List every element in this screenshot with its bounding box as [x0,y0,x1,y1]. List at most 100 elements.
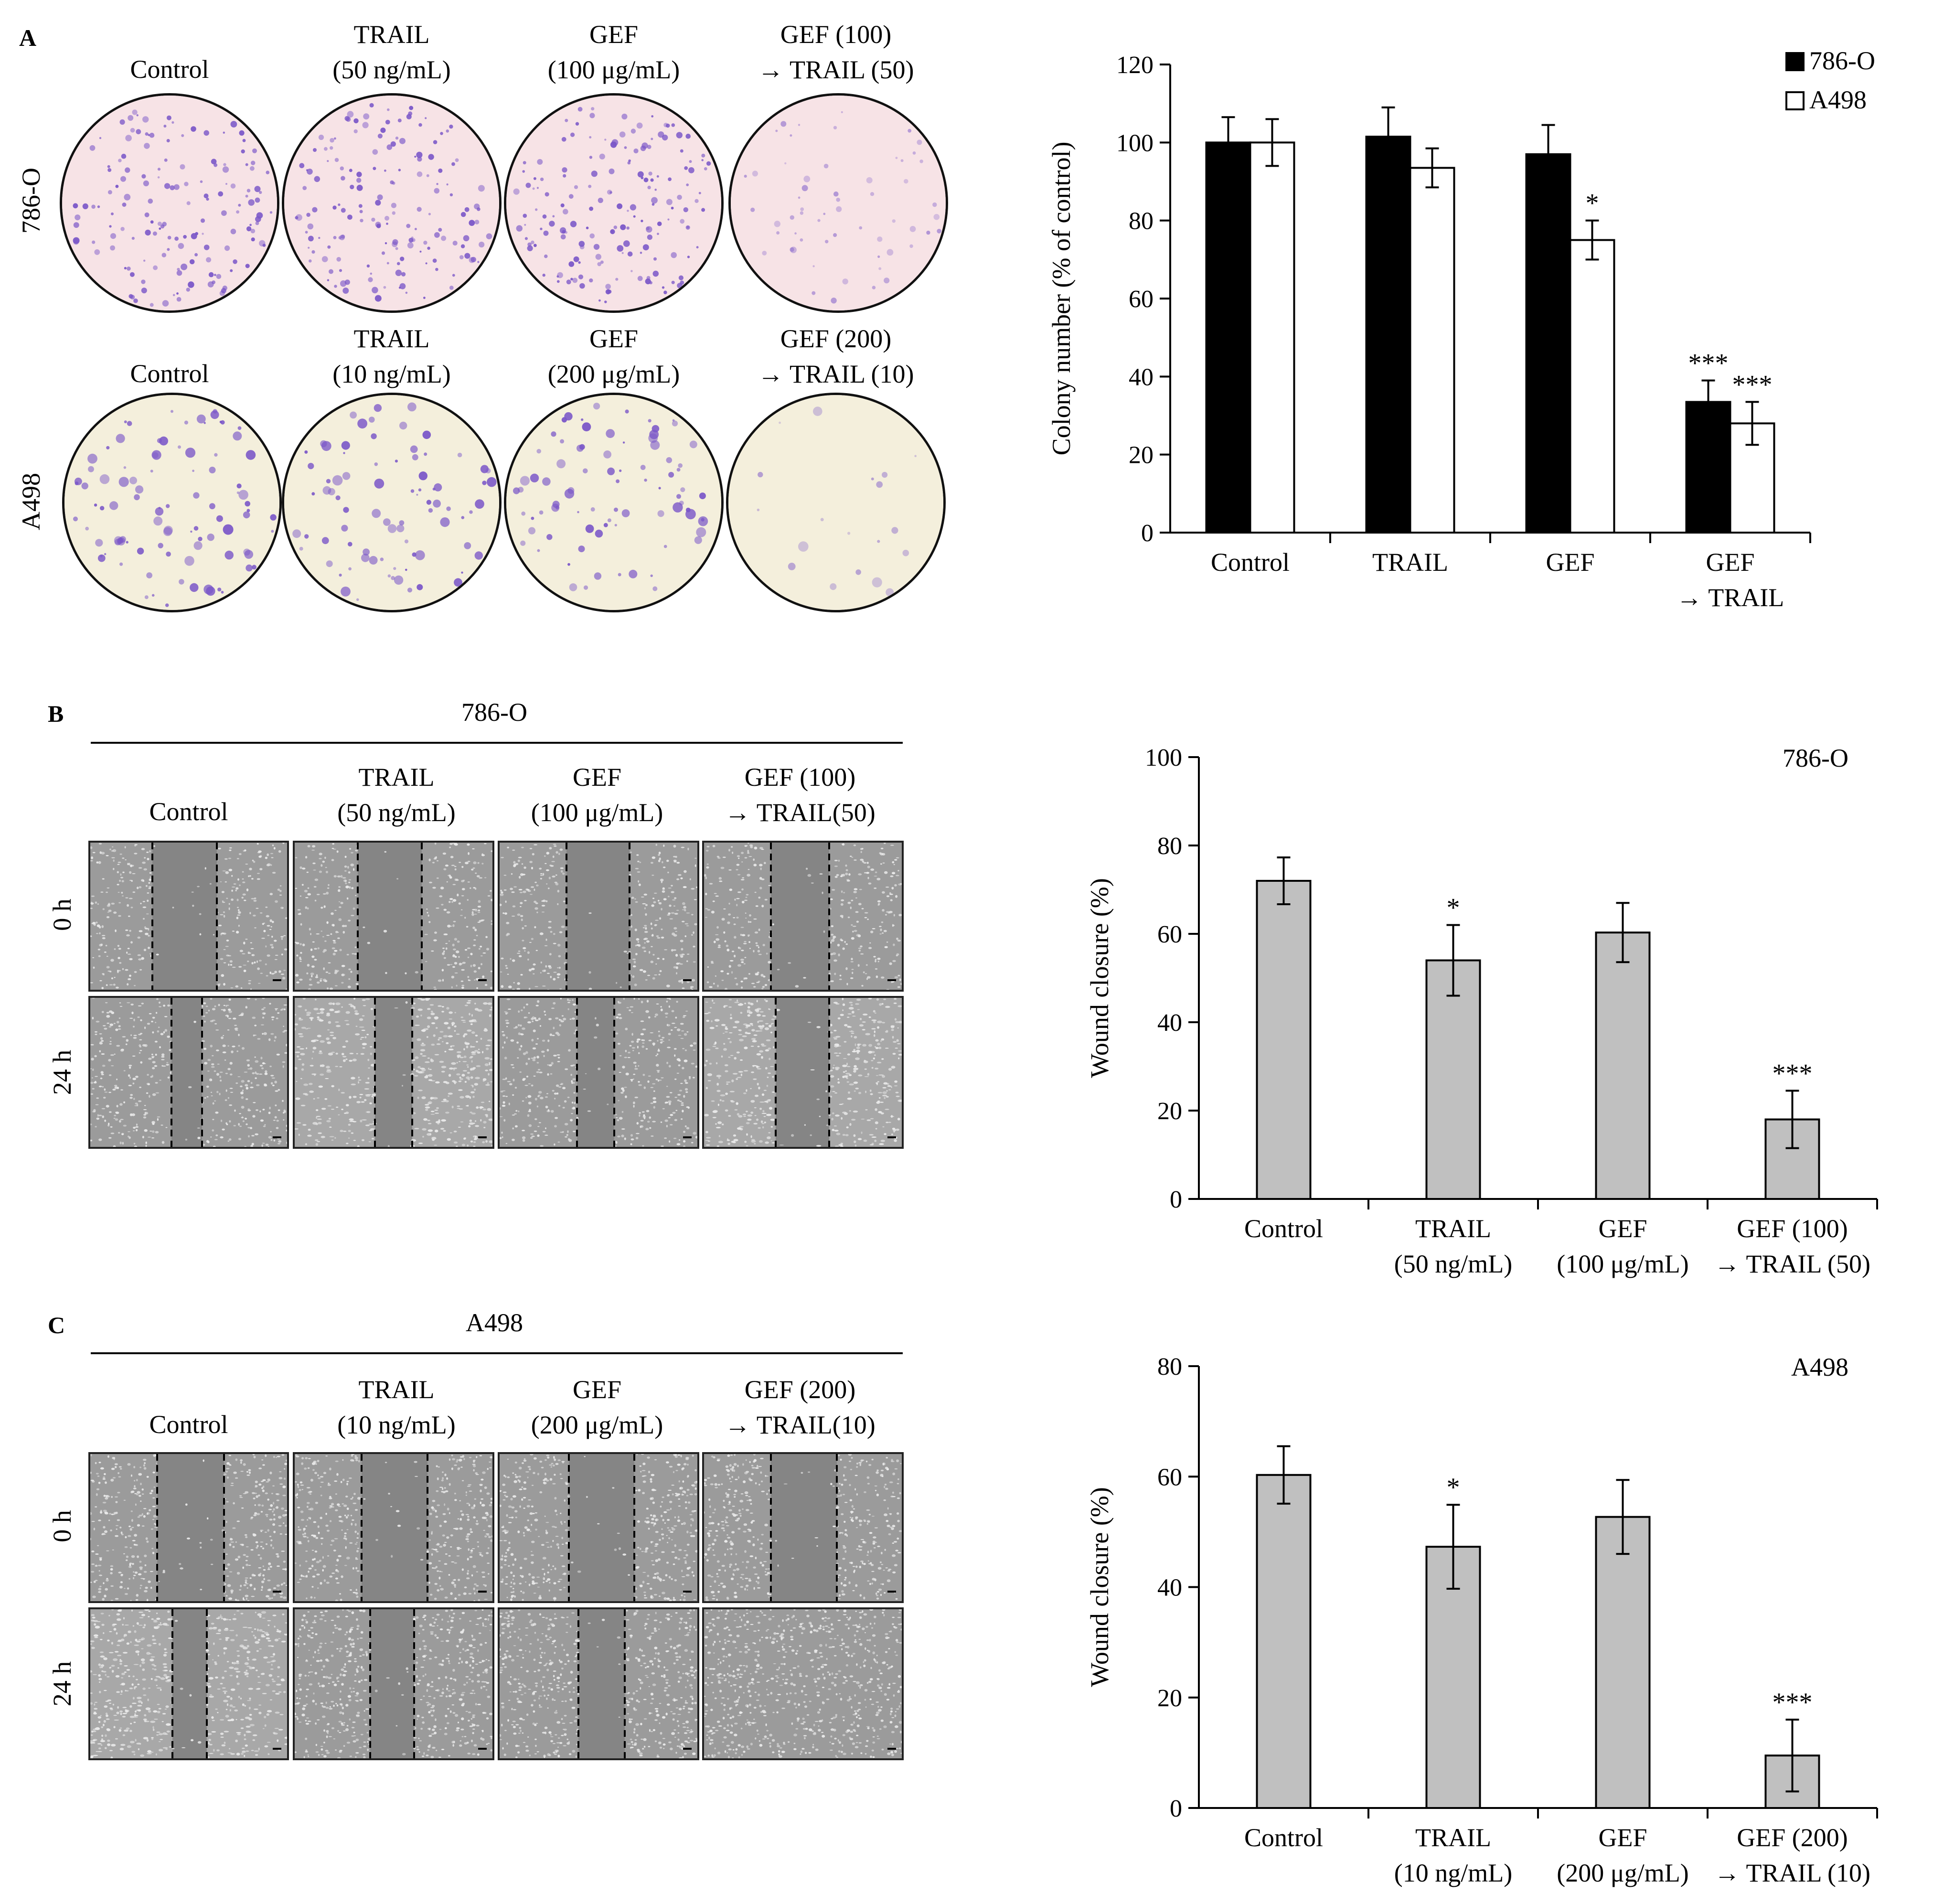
significance-marker: * [1447,1473,1460,1502]
a-row2-header-2: TRAIL (10 ng/mL) [332,324,451,388]
x-category-label: Control [1211,548,1290,577]
x-category-label: → TRAIL (50) [1714,1250,1870,1278]
colony-dish-a498-control [62,393,282,612]
a-row1-header-3: GEF (100 μg/mL) [547,20,680,84]
x-category-label: TRAIL [1415,1823,1491,1852]
bar [1256,880,1312,1200]
a-row2-header-4: GEF (200) → TRAIL (10) [758,324,914,388]
c-header-4: GEF (200) → TRAIL(10) [725,1375,876,1439]
y-tick-label: 60 [1157,921,1182,948]
bar [1249,141,1295,534]
bar [1205,141,1251,534]
wound-786o-gef-trail-24h [702,996,904,1149]
significance-marker: *** [1773,1688,1813,1717]
b-header-2: TRAIL (50 ng/mL) [337,763,456,827]
x-category-label: GEF [1598,1214,1647,1243]
y-tick-label: 100 [1116,129,1153,157]
y-tick-label: 20 [1129,442,1153,469]
wound-786o-control-24h [88,996,289,1149]
y-tick-label: 40 [1129,364,1153,391]
colony-number-chart: 0 20 40 60 80 100 120 Colony number (% of contr… [1047,48,1875,612]
wound-786o-trail-0h [293,841,494,992]
y-axis-label: Wound closure (%) [1085,1487,1114,1687]
y-axis-label: Colony number (% of control) [1047,142,1076,456]
bar [1595,1516,1651,1809]
x-category-label: GEF [1598,1823,1647,1852]
chart-annotation: A498 [1791,1353,1848,1381]
significance-marker: *** [1732,370,1773,399]
wound-a498-trail-0h [293,1452,494,1603]
x-category-label: GEF [1546,548,1594,577]
wound-786o-gef-0h [498,841,699,992]
bar [1569,239,1615,534]
bar [1256,1474,1312,1809]
a-row1-header-4: GEF (100) → TRAIL (50) [758,20,914,84]
y-tick-label: 40 [1157,1009,1182,1037]
a-row2-header-3: GEF (200 μg/mL) [547,324,680,388]
c-header-1: Control [149,1410,228,1439]
y-tick-label: 0 [1141,520,1153,547]
x-category-label: GEF (200) [1737,1823,1848,1852]
wound-786o-control-0h [88,841,289,992]
x-category-label: (50 ng/mL) [1394,1250,1512,1278]
y-tick-label: 0 [1170,1795,1182,1822]
y-tick-label: 20 [1157,1098,1182,1125]
c-cell-line-header: A498 [466,1308,523,1337]
bar [1595,931,1651,1200]
colony-dish-786o-gef-trail [728,93,948,313]
y-tick-label: 0 [1170,1186,1182,1213]
a-row-label-a498: A498 [17,473,45,530]
wound-a498-gef-0h [498,1452,699,1603]
colony-dish-a498-gef [504,393,724,612]
x-category-label: → TRAIL (10) [1714,1859,1870,1887]
y-tick-label: 80 [1157,833,1182,860]
c-header-2: TRAIL (10 ng/mL) [337,1375,456,1439]
wound-a498-control-24h [88,1607,289,1760]
b-header-3: GEF (100 μg/mL) [531,763,663,827]
bar [1409,167,1455,534]
wound-786o-gef-trail-0h [702,841,904,992]
b-header-4: GEF (100) → TRAIL(50) [725,763,876,827]
y-tick-label: 20 [1157,1685,1182,1712]
y-tick-label: 40 [1157,1574,1182,1602]
b-header-1: Control [149,797,228,826]
colony-dish-786o-gef [504,93,724,313]
panel-a-letter: A [19,24,37,51]
x-category-label: (200 μg/mL) [1557,1859,1688,1887]
wound-786o-gef-24h [498,996,699,1149]
wound-a498-control-0h [88,1452,289,1603]
legend-label: A498 [1809,86,1867,114]
a-row-label-786o: 786-O [17,168,45,234]
x-category-label: Control [1244,1823,1323,1852]
c-row-label-24h: 24 h [48,1661,76,1707]
colony-dish-a498-trail [282,393,502,612]
colony-dish-786o-control [60,93,279,313]
bar [1525,153,1571,534]
colony-dish-a498-gef-trail [726,393,946,612]
a-row2-header-1: Control [130,359,209,388]
x-category-label: TRAIL [1372,548,1448,577]
y-axis-label: Wound closure (%) [1085,878,1114,1078]
y-tick-label: 100 [1145,744,1182,771]
legend-swatch [1785,91,1805,110]
panel-b-letter: B [48,700,64,727]
c-row-label-0h: 0 h [48,1510,76,1542]
a-row1-header-2: TRAIL (50 ng/mL) [332,20,451,84]
wound-786o-trail-24h [293,996,494,1149]
wound-a498-gef-trail-24h [702,1607,904,1760]
b-cell-line-header: 786-O [461,698,527,727]
wound-a498-gef-24h [498,1607,699,1760]
panel-c-letter: C [48,1312,65,1338]
chart-annotation: 786-O [1783,744,1848,772]
significance-marker: *** [1688,349,1729,378]
b-row-label-0h: 0 h [48,899,76,931]
legend-swatch [1785,52,1805,71]
significance-marker: * [1586,189,1599,218]
x-category-label: GEF (100) [1737,1214,1848,1243]
significance-marker: * [1447,893,1460,923]
y-tick-label: 80 [1157,1353,1182,1380]
wound-a498-gef-trail-0h [702,1452,904,1603]
